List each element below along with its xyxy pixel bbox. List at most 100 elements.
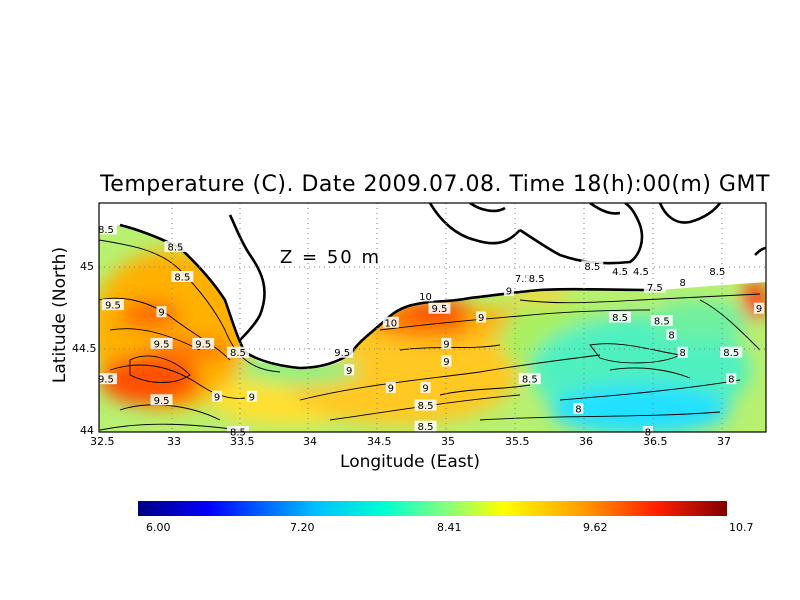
colorbar-label: 8.41	[437, 521, 462, 534]
contour-label: 7.5	[643, 281, 666, 294]
svg-text:8.5: 8.5	[418, 422, 434, 433]
x-tick-label: 33.5	[230, 435, 255, 448]
contour-label: 7.5	[511, 272, 534, 285]
svg-text:9: 9	[756, 304, 762, 315]
svg-text:8.5: 8.5	[230, 428, 246, 439]
contour-label: 8.5	[164, 241, 187, 254]
contour-label: 8	[677, 276, 688, 289]
x-tick-label: 35	[441, 435, 455, 448]
svg-text:9: 9	[443, 339, 449, 350]
svg-text:9.5: 9.5	[98, 375, 114, 386]
contour-label: 9	[441, 355, 452, 368]
contour-label: 8.5	[414, 420, 437, 433]
colorbar-label: 9.62	[583, 521, 608, 534]
svg-text:9.5: 9.5	[195, 339, 211, 350]
x-tick-label: 34	[303, 435, 317, 448]
svg-text:9: 9	[422, 383, 428, 394]
svg-text:7.5: 7.5	[647, 283, 663, 294]
plot-frame	[98, 202, 767, 433]
contour-label: 8.5	[706, 265, 729, 278]
svg-text:8: 8	[728, 375, 734, 386]
svg-text:8.5: 8.5	[167, 243, 183, 254]
chart-title: Temperature (C). Date 2009.07.08. Time 1…	[100, 172, 770, 197]
svg-text:8.5: 8.5	[418, 401, 434, 412]
contour-label: 9.5	[428, 302, 451, 315]
contour-label: 9.5	[94, 373, 117, 386]
svg-text:9: 9	[249, 392, 255, 403]
x-axis-label: Longitude (East)	[340, 452, 480, 472]
contour-label: 4.5	[629, 265, 652, 278]
svg-text:9: 9	[346, 366, 352, 377]
contour-label: 10	[382, 316, 399, 329]
svg-text:9: 9	[388, 383, 394, 394]
y-tick-label: 45	[80, 260, 94, 273]
contour-label: 8.5	[94, 223, 117, 236]
svg-text:9.5: 9.5	[431, 304, 447, 315]
contour-label: 8.5	[525, 272, 548, 285]
svg-text:9: 9	[443, 357, 449, 368]
contour-label: 4.5	[609, 265, 632, 278]
contour-label: 10	[417, 290, 434, 303]
y-tick-label: 44	[80, 424, 94, 437]
contour-label: 9.5	[331, 346, 354, 359]
svg-text:9: 9	[214, 392, 220, 403]
depth-label: Z = 50 m	[280, 247, 382, 268]
contour-label: 8.5	[518, 373, 541, 386]
svg-text:7.5: 7.5	[515, 274, 531, 285]
x-tick-label: 36	[579, 435, 593, 448]
contour-label: 8.5	[226, 346, 249, 359]
contour-label: 9	[344, 364, 355, 377]
svg-text:8.5: 8.5	[584, 262, 600, 273]
svg-text:8: 8	[679, 348, 685, 359]
svg-text:8.5: 8.5	[723, 348, 739, 359]
contour-label: 8.5	[650, 315, 673, 328]
y-axis-label: Latitude (North)	[50, 246, 70, 384]
contour-label: 9	[156, 306, 167, 319]
colorbar	[138, 501, 727, 516]
colorbar-label: 6.00	[146, 521, 171, 534]
contour-label: 9	[476, 311, 487, 324]
contour-label: 9.5	[192, 337, 215, 350]
contour-label: 8.5	[609, 311, 632, 324]
svg-text:9.5: 9.5	[334, 348, 350, 359]
svg-text:4.5: 4.5	[612, 267, 628, 278]
svg-text:8.5: 8.5	[709, 267, 725, 278]
contour-label: 9	[503, 285, 514, 298]
land-mask	[99, 203, 766, 368]
grid-lines	[99, 203, 766, 432]
svg-text:8: 8	[575, 405, 581, 416]
contour-label: 8.5	[720, 346, 743, 359]
contour-label: 8	[677, 346, 688, 359]
x-tick-label: 37	[717, 435, 731, 448]
x-tick-label: 33	[167, 435, 181, 448]
contour-label: 9	[246, 390, 257, 403]
contour-label: 9	[441, 337, 452, 350]
svg-text:9.5: 9.5	[105, 301, 121, 312]
svg-text:8.5: 8.5	[612, 313, 628, 324]
contour-label: 9.5	[101, 299, 124, 312]
svg-text:8.5: 8.5	[654, 317, 670, 328]
contour-label: 9	[212, 390, 223, 403]
svg-text:10: 10	[419, 292, 432, 303]
svg-text:9.5: 9.5	[154, 339, 170, 350]
svg-text:4.5: 4.5	[633, 267, 649, 278]
svg-text:8: 8	[668, 331, 674, 342]
colorbar-label: 7.20	[290, 521, 315, 534]
colorbar-label: 10.7	[729, 521, 754, 534]
svg-text:8: 8	[679, 278, 685, 289]
contour-label: 8	[666, 329, 677, 342]
svg-text:9: 9	[158, 308, 164, 319]
contour-lines	[99, 239, 761, 431]
contour-label: 9.5	[150, 394, 173, 407]
contour-label: 9	[385, 381, 396, 394]
y-tick-label: 44.5	[72, 342, 97, 355]
contour-label: 8.5	[171, 270, 194, 283]
svg-text:10: 10	[384, 318, 397, 329]
contour-label: 8.5	[414, 399, 437, 412]
x-tick-label: 32.5	[90, 435, 115, 448]
contour-label: 8	[726, 373, 737, 386]
contour-label: 9	[420, 381, 431, 394]
svg-text:8.5: 8.5	[174, 272, 190, 283]
x-tick-label: 35.5	[505, 435, 530, 448]
